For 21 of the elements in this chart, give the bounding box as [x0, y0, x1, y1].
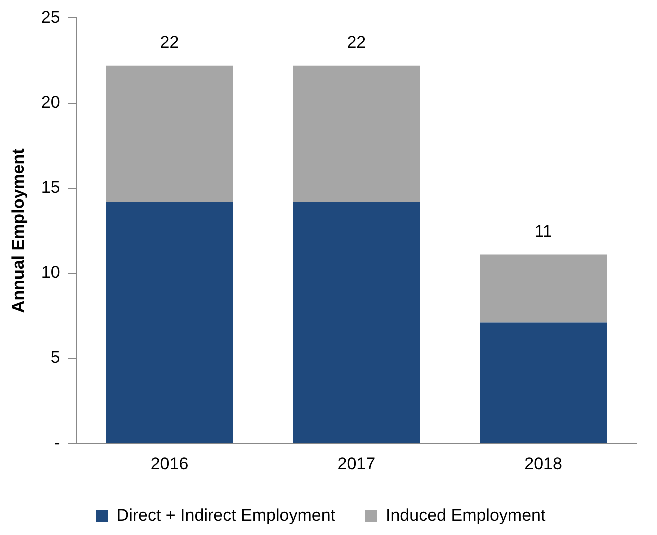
bar [106, 202, 234, 444]
x-tick-label: 2018 [524, 454, 562, 474]
x-tick-label: 2017 [338, 454, 376, 474]
total-label: 22 [160, 33, 180, 52]
legend-label: Direct + Indirect Employment [116, 506, 336, 526]
legend-label: Induced Employment [386, 506, 546, 526]
total-label: 11 [534, 222, 552, 241]
y-tick-label: - [54, 433, 60, 452]
x-tick-label: 2016 [150, 454, 189, 474]
y-tick-label: 15 [41, 178, 60, 198]
bar [293, 202, 420, 444]
y-tick-label: 20 [41, 92, 60, 112]
y-tick-label: 10 [41, 263, 60, 282]
bar [106, 66, 234, 202]
y-axis-title: Annual Employment [8, 148, 28, 314]
total-label: 22 [347, 33, 366, 52]
bar [480, 254, 608, 323]
y-tick-label: 5 [50, 348, 60, 368]
y-tick-label: 25 [41, 8, 60, 27]
bar [480, 322, 608, 444]
bar [293, 66, 420, 202]
